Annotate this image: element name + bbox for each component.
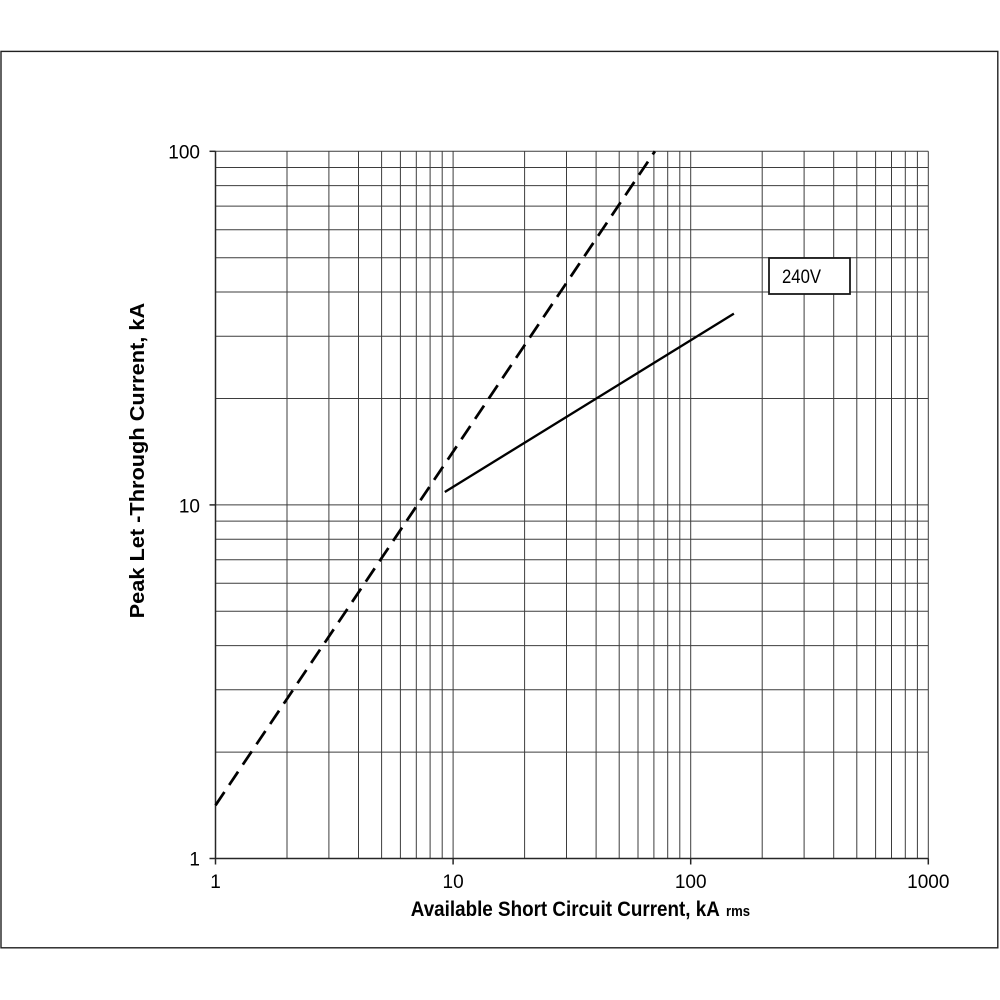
svg-text:100: 100 <box>168 142 200 163</box>
svg-text:240V: 240V <box>782 266 821 288</box>
svg-text:1000: 1000 <box>907 872 949 893</box>
svg-text:10: 10 <box>179 497 200 518</box>
svg-text:100: 100 <box>675 872 707 893</box>
svg-text:rms: rms <box>726 904 750 920</box>
svg-text:10: 10 <box>443 872 464 893</box>
svg-text:1: 1 <box>189 850 200 871</box>
svg-text:Available Short Circuit Curren: Available Short Circuit Current, kA <box>411 898 720 921</box>
svg-text:Peak Let -Through Current, kA: Peak Let -Through Current, kA <box>127 303 149 619</box>
svg-text:1: 1 <box>210 872 221 893</box>
